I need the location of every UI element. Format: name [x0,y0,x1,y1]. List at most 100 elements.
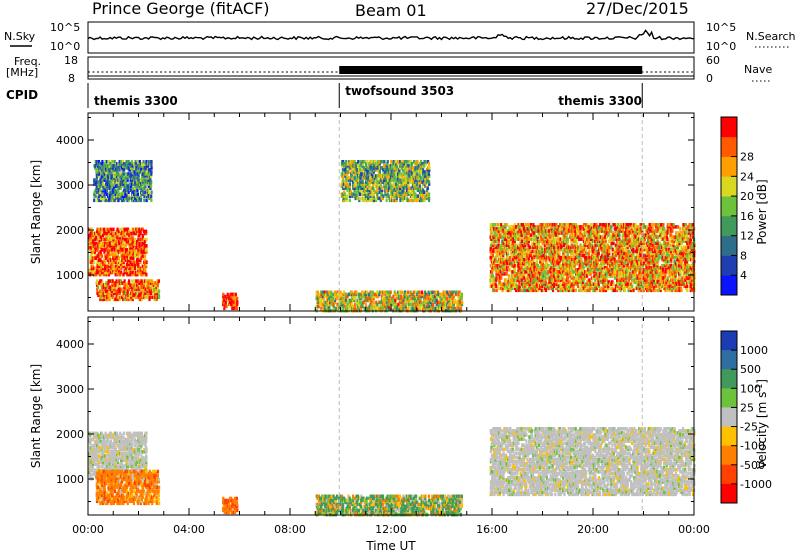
scatter-cell [574,288,577,293]
scatter-cell [572,223,575,227]
scatter-cell [537,235,540,239]
scatter-cell [593,264,596,268]
scatter-cell [360,294,363,299]
scatter-cell [540,261,543,266]
scatter-cell [404,294,407,299]
scatter-cell [145,244,148,248]
scatter-cell [407,188,410,192]
scatter-cell [571,245,574,250]
scatter-cell [503,235,506,239]
scatter-cell [336,302,339,307]
scatter-cell [547,272,550,276]
scatter-cell [121,244,124,248]
scatter-cell [600,274,603,278]
scatter-cell [392,182,395,186]
scatter-cell [452,300,455,305]
scatter-cell [559,278,562,282]
scatter-cell [340,194,343,198]
scatter-cell [494,266,497,270]
scatter-cell [399,196,402,201]
scatter-cell [442,296,445,301]
scatter-cell [421,162,424,166]
scatter-cell [109,250,112,254]
scatter-cell [405,296,408,301]
scatter-cell [580,266,583,270]
scatter-cell [110,196,113,201]
scatter-cell [112,241,115,246]
scatter-cell [521,251,524,256]
scatter-cell [581,288,584,293]
scatter-cell [108,180,111,184]
scatter-cell [539,284,542,288]
scatter-cell [512,274,515,278]
scatter-cell [133,170,136,174]
scatter-cell [148,283,151,287]
scatter-cell [134,174,137,178]
scatter-cell [554,259,557,264]
scatter-cell [329,294,332,299]
scatter-cell [418,172,421,176]
scatter-cell [355,290,358,295]
scatter-cell [504,266,507,270]
scatter-cell [530,270,534,274]
scatter-cell [107,235,110,240]
scatter-cell [546,261,549,266]
scatter-cell [138,241,141,246]
scatter-cell [551,253,554,258]
scatter-cell [227,294,230,299]
scatter-cell [150,198,153,203]
scatter-cell [582,227,585,231]
scatter-cell [105,266,108,271]
scatter-cell [591,231,595,235]
scatter-cell [148,176,151,180]
scatter-cell [567,261,571,266]
scatter-cell [234,304,237,309]
scatter-cell [502,282,505,286]
scatter-cell [139,186,143,190]
scatter-cell [150,194,153,198]
scatter-cell [501,270,504,274]
scatter-cell [528,245,532,250]
scatter-cell [120,194,123,198]
scatter-cell [449,294,452,299]
scatter-cell [511,239,514,243]
scatter-cell [118,287,121,291]
scatter-cell [557,264,560,268]
scatter-cell [544,259,548,264]
scatter-cell [89,270,92,275]
scatter-cell [110,262,114,267]
scatter-cell [513,278,516,282]
scatter-cell [584,231,587,235]
scatter-cell [386,304,389,309]
scatter-cell [155,281,158,285]
scatter-cell [140,248,143,252]
scatter-cell [504,229,507,233]
scatter-cell [449,296,452,301]
scatter-cell [528,261,531,266]
scatter-cell [525,239,528,243]
scatter-cell [493,282,496,286]
scatter-cell [357,172,360,176]
scatter-cell [107,246,110,250]
scatter-cell [97,246,100,250]
scatter-cell [541,278,544,282]
scatter-cell [141,174,144,178]
scatter-cell [597,237,600,241]
scatter-cell [500,270,503,274]
scatter-cell [582,253,585,258]
scatter-cell [149,182,152,186]
scatter-cell [588,286,591,291]
scatter-cell [385,178,388,182]
scatter-cell [140,252,143,256]
scatter-cell [569,280,572,284]
scatter-cell [121,194,124,198]
scatter-cell [122,164,125,168]
scatter-cell [400,160,403,164]
scatter-cell [362,166,366,170]
scatter-cell [547,276,550,280]
scatter-cell [357,182,361,186]
scatter-cell [548,247,551,252]
scatter-cell [389,172,393,176]
scatter-cell [349,306,352,311]
scatter-cell [581,284,584,288]
